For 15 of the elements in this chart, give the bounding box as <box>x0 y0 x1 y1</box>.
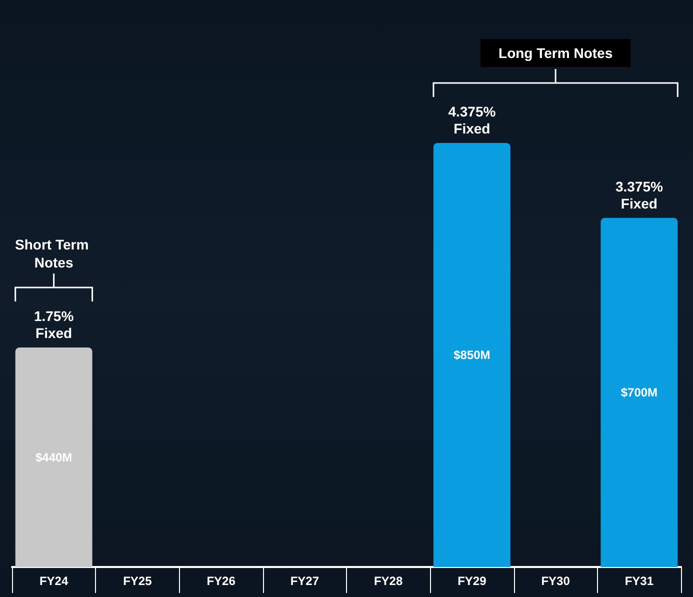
x-tick-label: FY31 <box>624 574 654 588</box>
annotation: 3.375% Fixed <box>615 178 664 212</box>
x-tick-label: FY25 <box>123 574 152 588</box>
x-tick-label: FY27 <box>290 574 320 588</box>
data-label: $850M <box>454 348 490 362</box>
x-tick-label: FY29 <box>458 574 487 588</box>
annotation: 1.75% Fixed <box>34 308 74 342</box>
x-tick-label: FY26 <box>206 574 236 588</box>
annotation: Short Term Notes <box>15 236 93 271</box>
x-tick-label: FY28 <box>374 574 403 588</box>
text: Long Term Notes <box>498 45 613 61</box>
x-tick-label: FY24 <box>39 574 68 588</box>
annotation: 4.375% Fixed <box>448 104 496 136</box>
data-label: $700M <box>620 385 658 400</box>
x-tick-label: FY30 <box>541 574 570 588</box>
